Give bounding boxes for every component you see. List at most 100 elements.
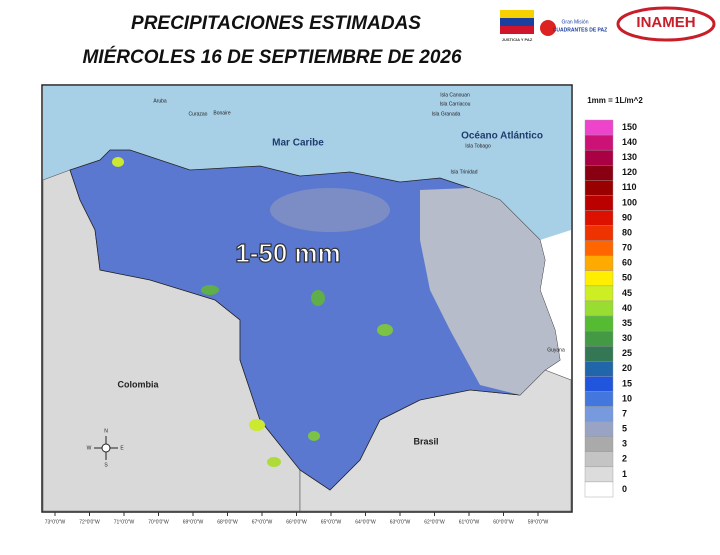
compass-label: N	[104, 428, 108, 434]
logo-right: INAMEH	[616, 6, 716, 42]
sea-label: Mar Caribe	[272, 138, 324, 149]
legend-label: 2	[622, 454, 627, 464]
legend-label: 70	[622, 243, 632, 253]
longitude-label: 64°0'0"W	[355, 519, 376, 525]
compass-label: W	[87, 445, 92, 451]
flag-stripe	[500, 18, 534, 26]
place-label: Isla Carriacou	[440, 101, 471, 107]
legend-label: 3	[622, 439, 627, 449]
longitude-label: 65°0'0"W	[321, 519, 342, 525]
legend-label: 7	[622, 408, 627, 418]
legend-swatch	[584, 149, 614, 166]
logo-text: Gran Misión	[562, 19, 589, 25]
flag-stripe	[500, 26, 534, 34]
logo-text: JUSTICIA Y PAZ	[502, 37, 533, 42]
legend-swatch	[584, 119, 614, 136]
legend-swatch	[584, 451, 614, 468]
longitude-label: 73°0'0"W	[45, 519, 66, 525]
legend-label: 150	[622, 122, 637, 132]
date: MIÉRCOLES 16 DE SEPTIEMBRE DE 2026	[82, 46, 461, 68]
legend-swatch	[584, 180, 614, 196]
place-label: Bonaire	[213, 110, 230, 116]
legend-swatch	[584, 195, 614, 211]
longitude-label: 72°0'0"W	[79, 519, 100, 525]
flag-stripe	[500, 10, 534, 18]
logo-ring	[616, 6, 716, 42]
legend-unit: 1mm = 1L/m^2	[587, 96, 643, 105]
legend-swatch	[584, 466, 614, 483]
legend-swatch	[584, 315, 614, 332]
longitude-label: 60°0'0"W	[493, 519, 514, 525]
legend-label: 1	[622, 469, 627, 479]
legend-label: 140	[622, 137, 637, 147]
country-label: Brasil	[413, 436, 438, 446]
logo-text: INAMEH	[636, 14, 695, 31]
legend-swatch	[584, 134, 614, 151]
longitude-label: 69°0'0"W	[183, 519, 204, 525]
logo-text: CUADRANTES DE PAZ	[553, 27, 607, 33]
legend-label: 0	[622, 484, 627, 494]
legend-label: 110	[622, 182, 637, 192]
legend-swatch	[584, 255, 614, 272]
place-label: Curazao	[189, 111, 208, 117]
legend-label: 25	[622, 348, 632, 358]
place-label: Isla Tobago	[465, 143, 491, 149]
legend-swatch	[584, 210, 614, 226]
rain-cell	[308, 431, 320, 441]
longitude-label: 61°0'0"W	[459, 519, 480, 525]
legend-swatch	[584, 376, 614, 392]
legend-swatch	[584, 300, 614, 317]
legend-label: 5	[622, 424, 627, 434]
compass-label: S	[104, 462, 108, 468]
longitude-labels: 73°0'0"W 72°0'0"W 71°0'0"W 70°0'0"W 69°0'0"W…	[45, 512, 549, 525]
legend-swatch	[584, 406, 614, 422]
place-label: Guyana	[547, 347, 565, 353]
map: 1-50 mm Mar Caribe Océano Atlántico Colo…	[41, 84, 573, 513]
longitude-label: 59°0'0"W	[528, 519, 549, 525]
country-label: Colombia	[117, 379, 159, 389]
rain-cell	[112, 157, 124, 167]
legend-swatch	[584, 391, 614, 407]
legend-swatch	[584, 165, 614, 181]
place-label: Isla Canouan	[440, 92, 470, 98]
place-label: Isla Trinidad	[451, 169, 478, 175]
legend-swatch	[584, 361, 614, 377]
title: PRECIPITACIONES ESTIMADAS	[131, 13, 421, 34]
legend-label: 80	[622, 227, 632, 237]
sea	[43, 86, 571, 240]
legend-swatch	[584, 270, 614, 287]
logo-middle: Gran Misión CUADRANTES DE PAZ	[540, 19, 607, 36]
legend-swatch	[584, 330, 614, 347]
compass-center	[101, 443, 111, 453]
legend-label: 40	[622, 303, 632, 313]
longitude-label: 67°0'0"W	[252, 519, 273, 525]
legend-swatch	[584, 436, 614, 452]
legend-swatch	[584, 285, 614, 302]
legend-label: 130	[622, 152, 637, 162]
legend-label: 30	[622, 333, 632, 343]
dry-area	[420, 188, 560, 395]
longitude-label: 71°0'0"W	[114, 519, 135, 525]
logo-left: JUSTICIA Y PAZ	[500, 10, 534, 42]
legend-swatch	[584, 421, 614, 437]
legend-label: 90	[622, 212, 632, 222]
logo-icon	[540, 20, 556, 36]
legend-label: 100	[622, 197, 637, 207]
legend-swatch	[584, 346, 614, 362]
compass-label: E	[120, 445, 124, 451]
longitude-label: 62°0'0"W	[424, 519, 445, 525]
legend-label: 60	[622, 258, 632, 268]
longitude-label: 68°0'0"W	[217, 519, 238, 525]
rain-cell	[267, 457, 281, 467]
longitude-label: 66°0'0"W	[286, 519, 307, 525]
place-label: Isla Granada	[432, 111, 461, 117]
legend-label: 15	[622, 378, 632, 388]
rain-cell	[249, 419, 265, 431]
legend-label: 45	[622, 288, 632, 298]
light-rain-area	[270, 188, 390, 232]
compass: N S E W	[87, 428, 125, 468]
legend-label: 10	[622, 393, 632, 403]
longitude-label: 63°0'0"W	[390, 519, 411, 525]
